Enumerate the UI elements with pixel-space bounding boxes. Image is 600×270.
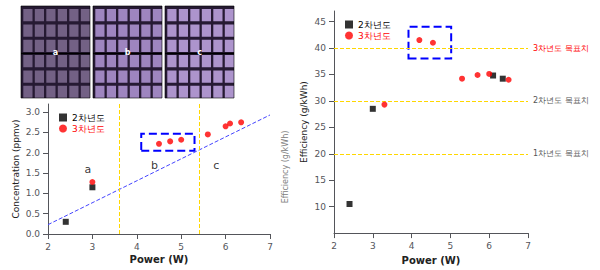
svg-text:Concentration (ppmv): Concentration (ppmv) bbox=[11, 119, 21, 218]
svg-text:30: 30 bbox=[315, 96, 327, 106]
svg-text:10: 10 bbox=[315, 202, 327, 212]
svg-text:5: 5 bbox=[178, 242, 184, 252]
svg-text:c: c bbox=[213, 159, 219, 172]
svg-text:b: b bbox=[151, 159, 158, 172]
svg-text:2차년도: 2차년도 bbox=[358, 20, 391, 30]
svg-text:Power (W): Power (W) bbox=[402, 255, 461, 266]
svg-text:7: 7 bbox=[525, 241, 531, 251]
svg-text:6: 6 bbox=[486, 241, 492, 251]
svg-text:Efficiency (g/kWh): Efficiency (g/kWh) bbox=[299, 81, 309, 163]
svg-text:0.0: 0.0 bbox=[26, 229, 41, 239]
svg-text:1.5: 1.5 bbox=[26, 168, 40, 178]
svg-text:2차년도: 2차년도 bbox=[72, 113, 105, 123]
svg-text:2: 2 bbox=[45, 242, 51, 252]
svg-text:1차년도 목표치: 1차년도 목표치 bbox=[533, 149, 589, 158]
svg-text:4: 4 bbox=[134, 242, 140, 252]
svg-text:15: 15 bbox=[315, 175, 326, 185]
svg-text:2차년도 목표치: 2차년도 목표치 bbox=[533, 96, 589, 105]
svg-text:a: a bbox=[53, 48, 58, 57]
svg-text:3: 3 bbox=[370, 241, 376, 251]
svg-text:3.0: 3.0 bbox=[26, 107, 41, 117]
svg-text:c: c bbox=[197, 48, 202, 57]
svg-text:4: 4 bbox=[409, 241, 415, 251]
svg-text:3: 3 bbox=[90, 242, 96, 252]
svg-text:2.5: 2.5 bbox=[26, 127, 40, 137]
svg-text:25: 25 bbox=[315, 122, 326, 132]
svg-text:45: 45 bbox=[315, 17, 326, 27]
svg-text:5: 5 bbox=[448, 241, 454, 251]
svg-text:b: b bbox=[125, 48, 131, 57]
svg-text:2: 2 bbox=[331, 241, 337, 251]
svg-text:3차년도: 3차년도 bbox=[358, 31, 391, 41]
svg-text:3차년도 목표치: 3차년도 목표치 bbox=[533, 44, 589, 53]
svg-text:6: 6 bbox=[223, 242, 229, 252]
svg-text:40: 40 bbox=[315, 43, 327, 53]
svg-text:Efficiency (g/kWh): Efficiency (g/kWh) bbox=[281, 131, 290, 204]
svg-text:1.0: 1.0 bbox=[26, 188, 41, 198]
svg-text:20: 20 bbox=[315, 149, 327, 159]
svg-text:Power (W): Power (W) bbox=[130, 254, 189, 265]
svg-text:7: 7 bbox=[267, 242, 273, 252]
svg-text:2.0: 2.0 bbox=[26, 148, 41, 158]
svg-text:3차년도: 3차년도 bbox=[72, 124, 105, 134]
svg-text:35: 35 bbox=[315, 69, 326, 79]
svg-text:0.5: 0.5 bbox=[26, 209, 40, 219]
svg-text:a: a bbox=[84, 163, 91, 176]
